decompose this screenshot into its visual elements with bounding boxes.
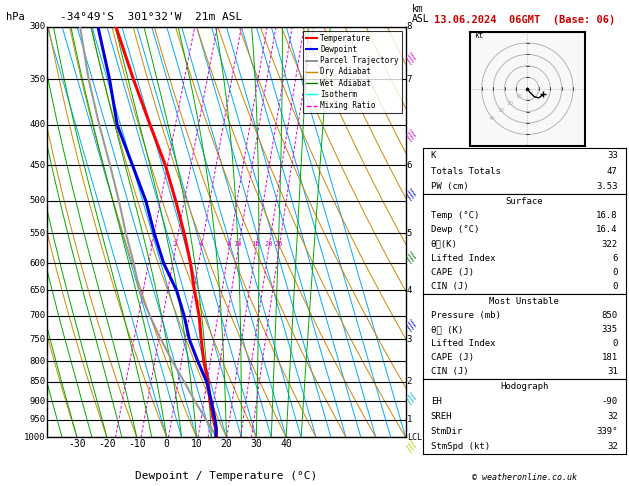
Text: 800: 800	[30, 357, 45, 366]
Text: θᴇ(K): θᴇ(K)	[431, 240, 458, 249]
Text: -30: -30	[68, 439, 86, 450]
Text: 1: 1	[148, 242, 153, 247]
Text: 181: 181	[601, 353, 618, 363]
Text: K: K	[431, 152, 436, 160]
Text: 750: 750	[30, 335, 45, 344]
Text: 32: 32	[607, 442, 618, 451]
Text: 15: 15	[251, 242, 260, 247]
Text: SREH: SREH	[431, 412, 452, 421]
Text: ///: ///	[405, 52, 419, 65]
Text: ///: ///	[405, 440, 419, 454]
Text: 20: 20	[221, 439, 232, 450]
Text: 650: 650	[30, 286, 45, 295]
Text: 20: 20	[506, 101, 513, 106]
Text: 20: 20	[264, 242, 272, 247]
Text: hPa: hPa	[6, 12, 25, 22]
Text: 25: 25	[274, 242, 283, 247]
Text: EH: EH	[431, 397, 442, 406]
Text: 40: 40	[489, 116, 496, 121]
Text: 2: 2	[407, 378, 412, 386]
Text: 450: 450	[30, 160, 45, 170]
Text: Mixing Ratio (g/kg): Mixing Ratio (g/kg)	[437, 181, 446, 283]
Text: PW (cm): PW (cm)	[431, 182, 469, 191]
Text: Most Unstable: Most Unstable	[489, 296, 559, 306]
Text: 550: 550	[30, 229, 45, 238]
Text: 350: 350	[30, 75, 45, 84]
Text: 16.8: 16.8	[596, 211, 618, 220]
Text: Pressure (mb): Pressure (mb)	[431, 311, 501, 320]
Text: ///: ///	[405, 251, 419, 264]
Text: Lifted Index: Lifted Index	[431, 339, 495, 348]
Legend: Temperature, Dewpoint, Parcel Trajectory, Dry Adiabat, Wet Adiabat, Isotherm, Mi: Temperature, Dewpoint, Parcel Trajectory…	[303, 31, 402, 113]
Text: km
ASL: km ASL	[412, 3, 430, 24]
Text: Totals Totals: Totals Totals	[431, 167, 501, 176]
Text: LCL: LCL	[407, 433, 422, 442]
Text: 3.53: 3.53	[596, 182, 618, 191]
Text: 10: 10	[515, 93, 522, 99]
Text: 47: 47	[607, 167, 618, 176]
Text: 32: 32	[607, 412, 618, 421]
Text: 1: 1	[407, 416, 412, 424]
Text: 3: 3	[407, 335, 412, 344]
Text: 335: 335	[601, 325, 618, 334]
Text: ///: ///	[405, 188, 419, 201]
Text: 13.06.2024  06GMT  (Base: 06): 13.06.2024 06GMT (Base: 06)	[433, 15, 615, 25]
Text: 6: 6	[613, 254, 618, 263]
Text: ///: ///	[405, 319, 419, 332]
Text: Lifted Index: Lifted Index	[431, 254, 495, 263]
Text: StmSpd (kt): StmSpd (kt)	[431, 442, 490, 451]
Text: 700: 700	[30, 311, 45, 320]
Text: 6: 6	[407, 160, 412, 170]
Text: 950: 950	[30, 416, 45, 424]
Text: 600: 600	[30, 259, 45, 268]
Text: -20: -20	[98, 439, 116, 450]
Text: 33: 33	[607, 152, 618, 160]
Text: -10: -10	[128, 439, 146, 450]
Text: 7: 7	[407, 75, 412, 84]
Text: 0: 0	[613, 339, 618, 348]
Text: θᴇ (K): θᴇ (K)	[431, 325, 463, 334]
Text: 5: 5	[407, 229, 412, 238]
Text: 400: 400	[30, 121, 45, 129]
Text: 0: 0	[164, 439, 170, 450]
Text: -34°49'S  301°32'W  21m ASL: -34°49'S 301°32'W 21m ASL	[60, 12, 242, 22]
Text: 10: 10	[233, 242, 242, 247]
Text: 850: 850	[30, 378, 45, 386]
Text: CIN (J): CIN (J)	[431, 367, 469, 377]
Text: 8: 8	[226, 242, 231, 247]
Text: CAPE (J): CAPE (J)	[431, 268, 474, 277]
Text: -90: -90	[601, 397, 618, 406]
Text: ///: ///	[405, 392, 419, 405]
Text: 850: 850	[601, 311, 618, 320]
Text: 0: 0	[613, 268, 618, 277]
Text: CIN (J): CIN (J)	[431, 282, 469, 292]
Text: 16.4: 16.4	[596, 226, 618, 234]
Text: 4: 4	[407, 286, 412, 295]
Text: Dewp (°C): Dewp (°C)	[431, 226, 479, 234]
Text: © weatheronline.co.uk: © weatheronline.co.uk	[472, 473, 577, 482]
Text: 0: 0	[613, 282, 618, 292]
Text: 300: 300	[30, 22, 45, 31]
Text: 4: 4	[199, 242, 203, 247]
Text: CAPE (J): CAPE (J)	[431, 353, 474, 363]
Text: 339°: 339°	[596, 427, 618, 436]
Text: Temp (°C): Temp (°C)	[431, 211, 479, 220]
Text: 10: 10	[191, 439, 203, 450]
Text: 30: 30	[250, 439, 262, 450]
Text: 8: 8	[407, 22, 412, 31]
Text: StmDir: StmDir	[431, 427, 463, 436]
Text: 40: 40	[281, 439, 292, 450]
Text: 500: 500	[30, 196, 45, 206]
Text: kt: kt	[474, 32, 483, 40]
Text: 30: 30	[498, 108, 504, 113]
Text: 322: 322	[601, 240, 618, 249]
Text: ///: ///	[405, 129, 419, 143]
Text: 1000: 1000	[24, 433, 45, 442]
Text: Dewpoint / Temperature (°C): Dewpoint / Temperature (°C)	[135, 471, 318, 481]
Text: 900: 900	[30, 397, 45, 406]
Text: 2: 2	[173, 242, 177, 247]
Text: Surface: Surface	[506, 197, 543, 206]
Text: 31: 31	[607, 367, 618, 377]
Text: Hodograph: Hodograph	[500, 382, 548, 391]
